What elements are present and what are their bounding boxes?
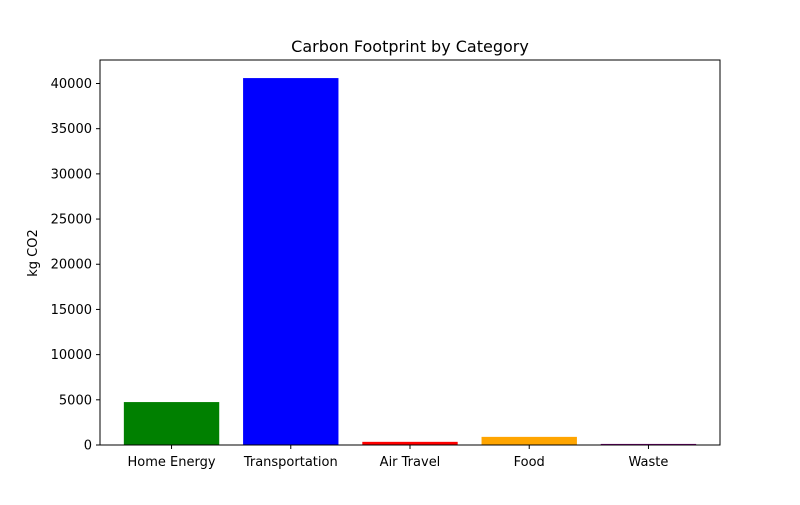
bar-waste — [600, 443, 697, 445]
bar-transportation — [243, 78, 339, 445]
y-tick-label: 0 — [84, 439, 92, 454]
x-tick-label: Waste — [629, 455, 669, 470]
bar-air-travel — [362, 441, 458, 445]
bar-food — [481, 436, 577, 445]
x-tick-label: Food — [514, 455, 545, 470]
chart-title: Carbon Footprint by Category — [291, 37, 529, 56]
y-tick-label: 5000 — [59, 393, 92, 408]
y-tick-label: 30000 — [51, 167, 92, 182]
bar-home-energy — [123, 402, 220, 445]
x-tick-label: Home Energy — [128, 455, 216, 470]
y-axis-label: kg CO2 — [26, 229, 41, 277]
y-tick-label: 25000 — [51, 213, 92, 228]
x-tick-label: Transportation — [243, 455, 338, 470]
bars-group — [123, 78, 697, 445]
y-tick-label: 20000 — [51, 258, 92, 273]
x-ticks-group: Home Energy Transportation Air Travel Food W… — [128, 445, 669, 470]
y-tick-label: 35000 — [51, 122, 92, 137]
y-tick-label: 40000 — [51, 77, 92, 92]
y-tick-label: 10000 — [51, 348, 92, 363]
x-tick-label: Air Travel — [380, 455, 441, 470]
y-ticks-group: 0 5000 10000 15000 20000 25000 30000 35000 40000 — [51, 77, 100, 454]
plot-frame — [99, 59, 721, 446]
y-tick-label: 15000 — [51, 303, 92, 318]
